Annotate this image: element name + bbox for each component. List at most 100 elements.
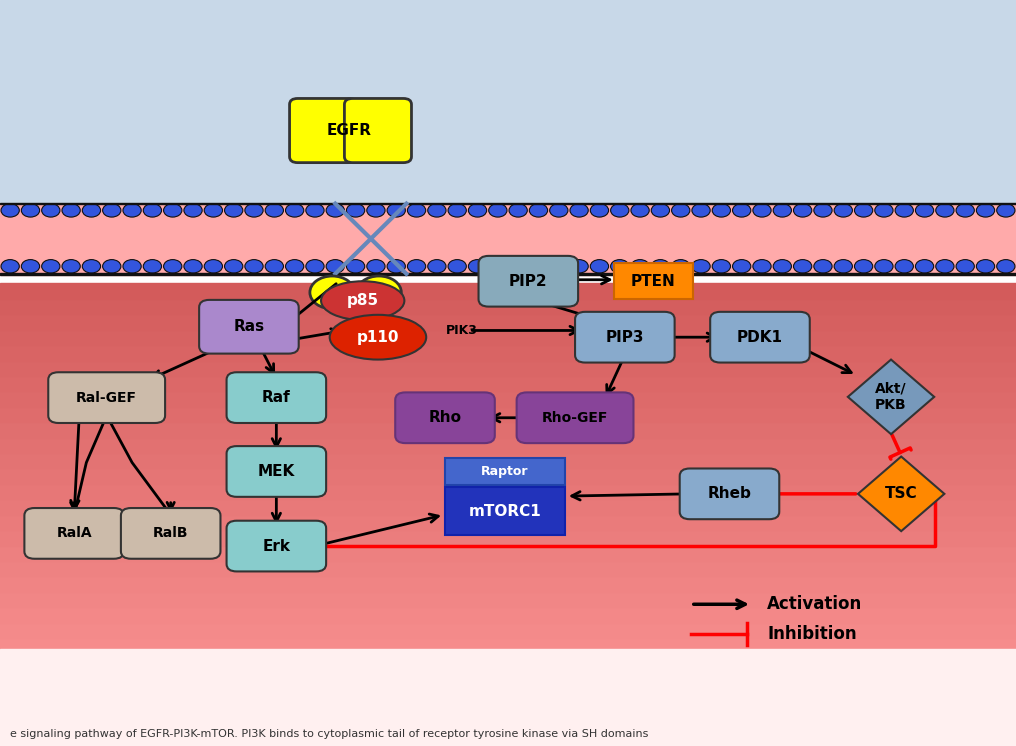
Circle shape (712, 204, 731, 217)
Circle shape (367, 260, 385, 273)
Circle shape (184, 260, 202, 273)
Circle shape (367, 204, 385, 217)
Bar (0, 638, 1016, 653)
Circle shape (326, 260, 344, 273)
Circle shape (692, 204, 710, 217)
Bar (0, 592, 1016, 607)
Text: PIK3: PIK3 (446, 324, 479, 337)
Circle shape (143, 260, 162, 273)
FancyBboxPatch shape (710, 312, 810, 363)
Bar (0, 330, 1016, 345)
Circle shape (245, 260, 263, 273)
Circle shape (651, 204, 670, 217)
Bar (0, 299, 1016, 314)
FancyBboxPatch shape (680, 468, 779, 519)
Bar (0, 649, 1016, 746)
Circle shape (1, 204, 19, 217)
Circle shape (611, 260, 629, 273)
Bar (0, 545, 1016, 561)
Circle shape (346, 204, 365, 217)
Bar (445, 487, 565, 536)
Circle shape (164, 204, 182, 217)
Circle shape (357, 276, 401, 309)
Circle shape (225, 260, 243, 273)
Bar (0, 515, 1016, 530)
Circle shape (285, 260, 304, 273)
Bar (0, 715, 1016, 730)
Circle shape (285, 204, 304, 217)
Circle shape (915, 260, 934, 273)
Text: Rho: Rho (429, 410, 461, 425)
FancyBboxPatch shape (121, 508, 220, 559)
Circle shape (631, 204, 649, 217)
Circle shape (976, 260, 995, 273)
Circle shape (976, 204, 995, 217)
Bar (0, 669, 1016, 684)
Circle shape (733, 260, 751, 273)
Circle shape (21, 260, 40, 273)
Bar (0, 730, 1016, 746)
Text: RalA: RalA (56, 527, 92, 540)
Circle shape (895, 260, 913, 273)
Circle shape (570, 204, 588, 217)
Circle shape (184, 204, 202, 217)
Circle shape (956, 260, 974, 273)
Circle shape (407, 204, 426, 217)
Circle shape (448, 260, 466, 273)
Circle shape (387, 204, 405, 217)
Polygon shape (858, 457, 945, 531)
Bar (0, 468, 1016, 484)
FancyBboxPatch shape (575, 312, 675, 363)
Circle shape (82, 260, 101, 273)
Text: Akt/
PKB: Akt/ PKB (875, 382, 907, 412)
Bar (0, 283, 1016, 299)
FancyBboxPatch shape (516, 392, 633, 443)
Polygon shape (847, 360, 935, 434)
Circle shape (834, 260, 852, 273)
Text: EGFR: EGFR (327, 123, 372, 138)
Bar (0, 530, 1016, 545)
Circle shape (143, 204, 162, 217)
Bar (0, 438, 1016, 453)
Bar (0, 577, 1016, 592)
Circle shape (204, 260, 223, 273)
FancyBboxPatch shape (227, 372, 326, 423)
FancyBboxPatch shape (24, 508, 124, 559)
Circle shape (834, 204, 852, 217)
Text: Ras: Ras (234, 319, 264, 334)
Text: PDK1: PDK1 (737, 330, 783, 345)
Text: p110: p110 (357, 330, 399, 345)
Ellipse shape (321, 281, 404, 320)
Bar (0, 376, 1016, 392)
Circle shape (773, 204, 791, 217)
Circle shape (550, 204, 568, 217)
Circle shape (82, 204, 101, 217)
Circle shape (672, 204, 690, 217)
Circle shape (265, 204, 283, 217)
Bar (0, 204, 1016, 275)
Circle shape (915, 204, 934, 217)
Circle shape (448, 204, 466, 217)
Circle shape (509, 260, 527, 273)
Circle shape (428, 204, 446, 217)
Bar (614, 263, 693, 299)
Bar (0, 561, 1016, 577)
FancyBboxPatch shape (344, 98, 411, 163)
Bar (0, 345, 1016, 360)
Circle shape (854, 260, 873, 273)
Circle shape (875, 260, 893, 273)
Bar (0, 0, 1016, 209)
Bar (0, 407, 1016, 422)
Bar (0, 684, 1016, 700)
Circle shape (407, 260, 426, 273)
FancyBboxPatch shape (395, 392, 495, 443)
FancyBboxPatch shape (227, 521, 326, 571)
Circle shape (42, 260, 60, 273)
Circle shape (529, 204, 548, 217)
Circle shape (590, 204, 609, 217)
Text: e signaling pathway of EGFR-PI3K-mTOR. PI3K binds to cytoplasmic tail of recepto: e signaling pathway of EGFR-PI3K-mTOR. P… (10, 729, 648, 739)
Circle shape (570, 260, 588, 273)
Bar (0, 273, 1016, 275)
Circle shape (793, 260, 812, 273)
Circle shape (733, 204, 751, 217)
